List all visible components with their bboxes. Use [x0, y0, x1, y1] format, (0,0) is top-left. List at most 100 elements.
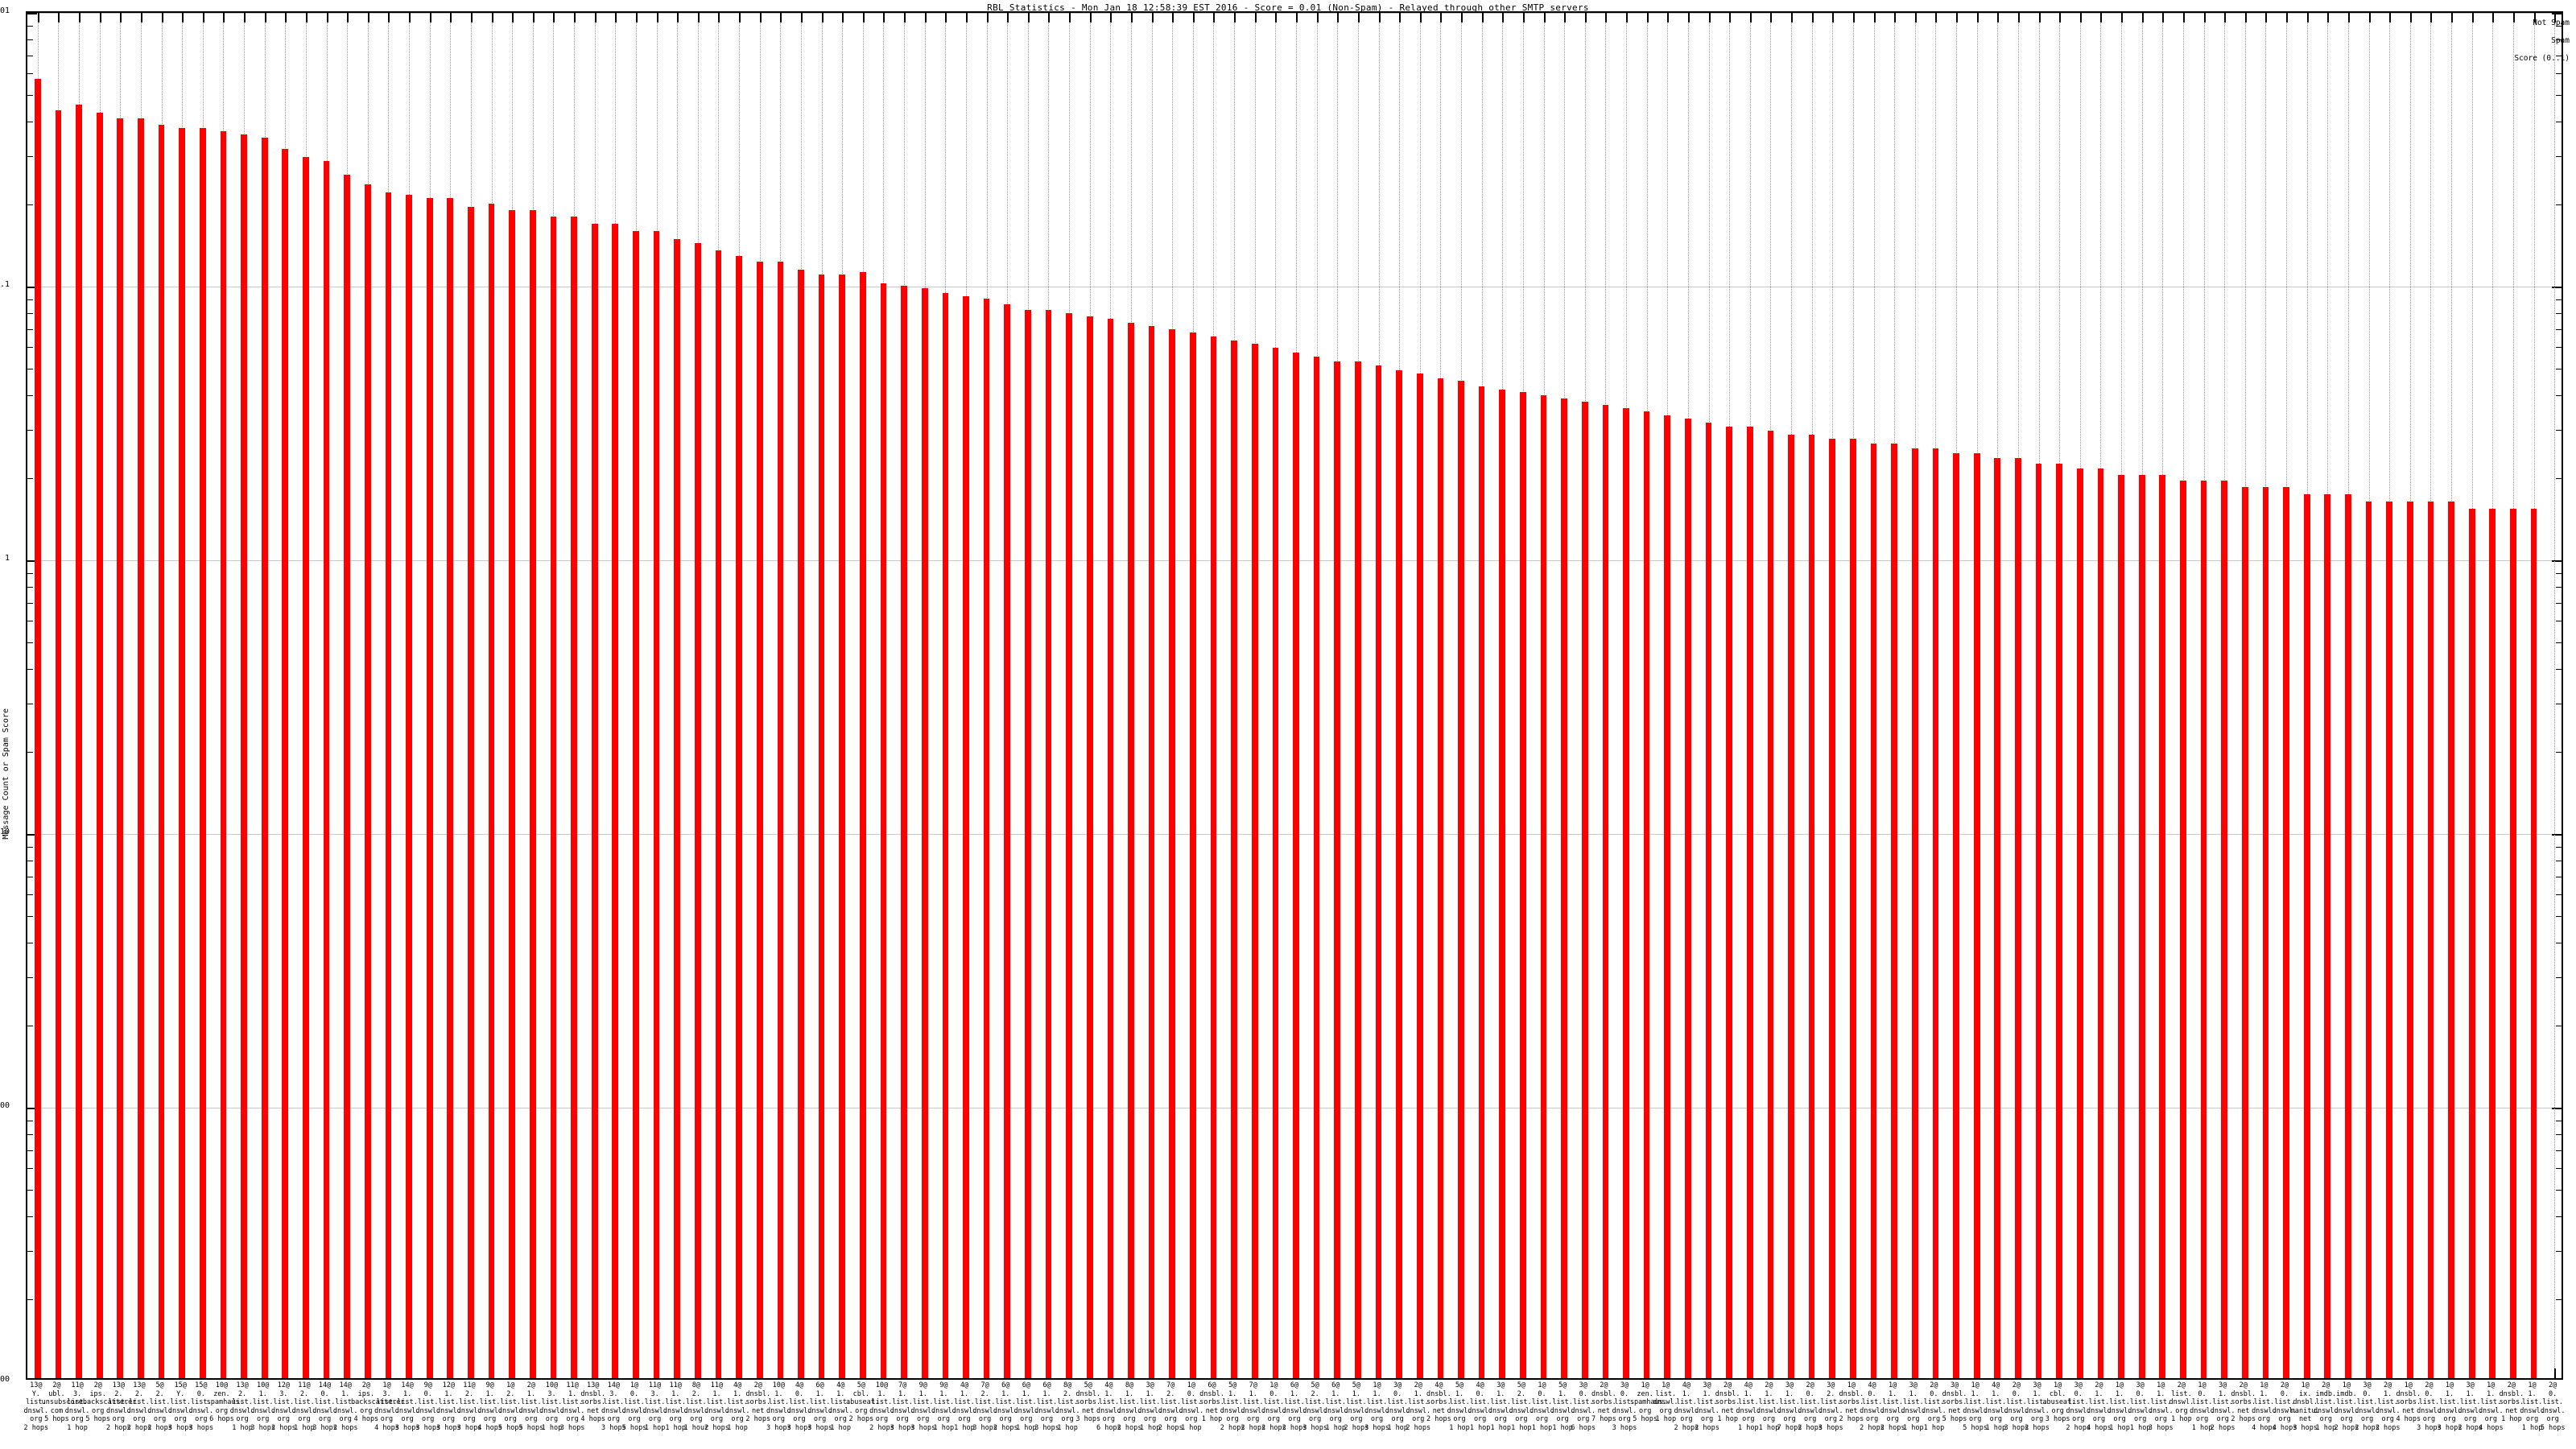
bar[interactable]: [1767, 430, 1774, 1378]
bar[interactable]: [839, 274, 846, 1378]
bar[interactable]: [1128, 322, 1134, 1378]
bar[interactable]: [1334, 361, 1341, 1378]
bar[interactable]: [199, 127, 206, 1378]
bar[interactable]: [282, 148, 289, 1378]
bar[interactable]: [1726, 426, 1732, 1378]
bar[interactable]: [2159, 474, 2166, 1378]
bar[interactable]: [241, 134, 247, 1378]
bar[interactable]: [179, 127, 186, 1378]
bar[interactable]: [1313, 357, 1320, 1378]
bar[interactable]: [2530, 509, 2537, 1378]
bar[interactable]: [447, 198, 454, 1378]
bar[interactable]: [2015, 458, 2021, 1378]
bar[interactable]: [1045, 309, 1052, 1378]
bar[interactable]: [612, 224, 619, 1378]
bar[interactable]: [426, 198, 433, 1378]
bar[interactable]: [777, 262, 784, 1378]
bar[interactable]: [468, 207, 474, 1378]
bar[interactable]: [1148, 325, 1155, 1378]
bar[interactable]: [1891, 443, 1897, 1378]
bar[interactable]: [1788, 434, 1794, 1378]
bar[interactable]: [529, 210, 536, 1378]
bar[interactable]: [220, 130, 227, 1378]
bar[interactable]: [736, 255, 742, 1378]
bar[interactable]: [488, 204, 495, 1378]
bar[interactable]: [2138, 474, 2145, 1378]
bar[interactable]: [571, 217, 577, 1378]
bar[interactable]: [1478, 386, 1485, 1378]
bar[interactable]: [1520, 392, 1526, 1378]
bar[interactable]: [2262, 487, 2269, 1378]
bar[interactable]: [1870, 443, 1877, 1378]
bar[interactable]: [1540, 395, 1547, 1378]
bar[interactable]: [1086, 316, 1093, 1378]
bar[interactable]: [1561, 398, 1567, 1378]
bar[interactable]: [323, 160, 330, 1378]
bar[interactable]: [158, 124, 165, 1378]
bar[interactable]: [2097, 469, 2104, 1378]
bar[interactable]: [1746, 426, 1753, 1378]
bar[interactable]: [2180, 481, 2186, 1378]
bar[interactable]: [1004, 303, 1011, 1378]
bar[interactable]: [674, 239, 681, 1378]
bar[interactable]: [653, 231, 660, 1378]
bar[interactable]: [1953, 452, 1959, 1378]
bar[interactable]: [942, 293, 949, 1378]
bar[interactable]: [2118, 474, 2124, 1378]
bar[interactable]: [385, 192, 392, 1378]
bar[interactable]: [2324, 493, 2331, 1378]
bar[interactable]: [1066, 312, 1072, 1378]
bar[interactable]: [880, 283, 887, 1378]
bar[interactable]: [1973, 452, 1980, 1378]
bar[interactable]: [1272, 348, 1279, 1378]
bar[interactable]: [1808, 434, 1815, 1378]
bar[interactable]: [303, 156, 309, 1378]
bar[interactable]: [1581, 401, 1588, 1378]
bar[interactable]: [1190, 332, 1196, 1378]
bar[interactable]: [1355, 361, 1361, 1378]
bar[interactable]: [2283, 487, 2289, 1378]
bar[interactable]: [1623, 408, 1629, 1378]
bar[interactable]: [798, 270, 804, 1378]
bar[interactable]: [406, 195, 412, 1378]
bar[interactable]: [1602, 404, 1609, 1378]
bar[interactable]: [1210, 336, 1217, 1378]
bar[interactable]: [818, 274, 825, 1378]
bar[interactable]: [2035, 463, 2042, 1378]
bar[interactable]: [1396, 370, 1402, 1378]
bar[interactable]: [1994, 458, 2001, 1378]
bar[interactable]: [1416, 373, 1423, 1378]
bar[interactable]: [695, 243, 701, 1378]
bar[interactable]: [2510, 509, 2516, 1378]
bar[interactable]: [715, 250, 722, 1378]
bar[interactable]: [1664, 415, 1671, 1378]
bar[interactable]: [1293, 352, 1299, 1378]
bar[interactable]: [2406, 501, 2413, 1378]
bar[interactable]: [34, 78, 41, 1378]
bar[interactable]: [2221, 481, 2227, 1378]
bar[interactable]: [2489, 509, 2496, 1378]
bar[interactable]: [963, 295, 969, 1378]
bar[interactable]: [2448, 501, 2454, 1378]
bar[interactable]: [2056, 463, 2062, 1378]
bar[interactable]: [1499, 389, 1506, 1378]
bar[interactable]: [1169, 328, 1176, 1378]
bar[interactable]: [901, 285, 907, 1378]
bar[interactable]: [1705, 422, 1712, 1378]
bar[interactable]: [1025, 309, 1031, 1378]
bar[interactable]: [1375, 365, 1382, 1378]
bar[interactable]: [983, 298, 990, 1378]
bar[interactable]: [261, 138, 268, 1378]
bar[interactable]: [1829, 439, 1836, 1378]
bar[interactable]: [1437, 378, 1444, 1378]
bar[interactable]: [1458, 381, 1464, 1378]
bar[interactable]: [1231, 340, 1237, 1378]
bar[interactable]: [921, 288, 928, 1378]
bar[interactable]: [1251, 344, 1258, 1378]
bar[interactable]: [1643, 411, 1650, 1378]
bar[interactable]: [96, 113, 103, 1378]
bar[interactable]: [756, 262, 763, 1378]
bar[interactable]: [1932, 448, 1939, 1378]
bar[interactable]: [2468, 509, 2475, 1378]
bar[interactable]: [2241, 487, 2248, 1378]
